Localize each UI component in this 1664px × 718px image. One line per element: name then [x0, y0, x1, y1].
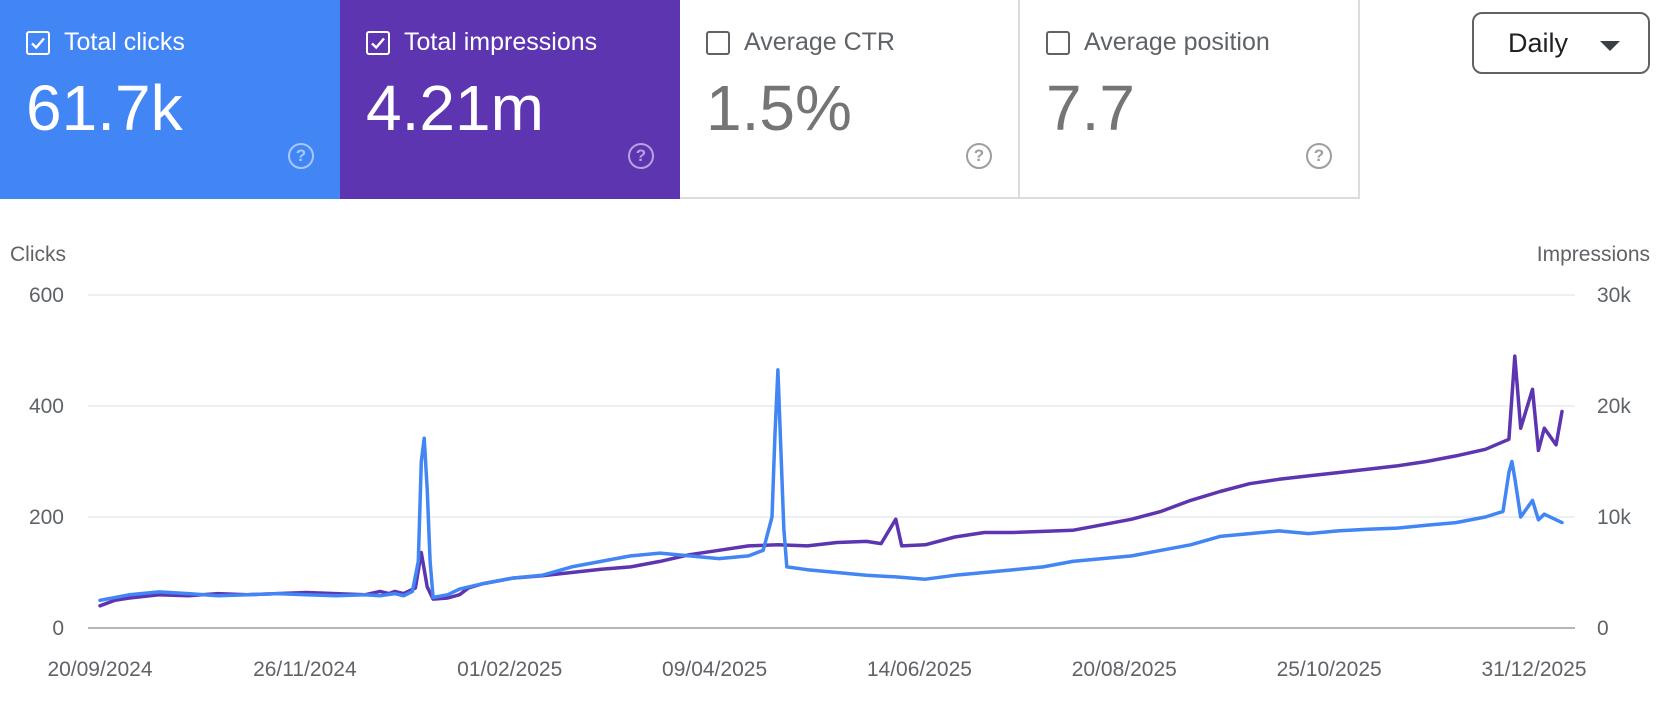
right-axis-ticks: 30k 20k 10k 0 [1597, 284, 1631, 640]
metric-value: 7.7 [1046, 72, 1135, 144]
series-line-clicks [98, 368, 1564, 603]
right-tick-label: 30k [1597, 284, 1631, 307]
left-tick-label: 0 [52, 617, 64, 640]
left-axis-ticks: 600 400 200 0 [29, 284, 64, 640]
x-tick-label: 25/10/2025 [1277, 658, 1382, 681]
granularity-dropdown[interactable]: Daily [1472, 12, 1650, 74]
metric-card-total-impressions[interactable]: Total impressions 4.21m ? [340, 0, 680, 199]
metric-label: Average CTR [744, 28, 895, 56]
metric-card-average-position[interactable]: Average position 7.7 ? [1020, 0, 1360, 199]
metric-value: 1.5% [706, 72, 852, 144]
performance-chart: Clicks Impressions 600 400 200 0 30k 20k 10k 0… [10, 243, 1650, 681]
x-tick-label: 14/06/2025 [867, 658, 972, 681]
metric-label: Total clicks [64, 28, 185, 56]
x-tick-label: 31/12/2025 [1481, 658, 1586, 681]
metric-label: Total impressions [404, 28, 598, 56]
chevron-down-icon [1600, 41, 1620, 51]
checkbox-unchecked-icon[interactable] [706, 30, 730, 55]
metric-card-average-ctr[interactable]: Average CTR 1.5% ? [680, 0, 1020, 199]
checkbox-unchecked-icon[interactable] [1046, 30, 1070, 55]
left-tick-label: 600 [29, 284, 64, 307]
x-tick-label: 09/04/2025 [662, 658, 767, 681]
metric-header: Total clicks [26, 28, 185, 57]
metric-header: Average CTR [706, 28, 895, 57]
x-tick-label: 20/09/2024 [47, 658, 152, 681]
x-tick-label: 20/08/2025 [1072, 658, 1177, 681]
help-icon[interactable]: ? [966, 143, 992, 169]
left-tick-label: 400 [29, 395, 64, 418]
right-axis-title: Impressions [1537, 243, 1650, 266]
metric-value: 4.21m [366, 72, 544, 144]
help-icon[interactable]: ? [288, 143, 314, 169]
x-tick-label: 01/02/2025 [457, 658, 562, 681]
right-tick-label: 10k [1597, 506, 1631, 529]
metric-header: Average position [1046, 28, 1270, 57]
metric-cards: Total clicks 61.7k ? Total impressions 4… [0, 0, 1360, 199]
metric-value: 61.7k [26, 72, 183, 144]
checkbox-checked-icon[interactable] [366, 30, 390, 55]
help-icon[interactable]: ? [628, 143, 654, 169]
checkbox-checked-icon[interactable] [26, 30, 50, 55]
left-axis-title: Clicks [10, 243, 66, 266]
grid-lines [88, 294, 1575, 629]
x-axis-ticks: 20/09/2024 26/11/2024 01/02/2025 09/04/2025… [47, 658, 1586, 681]
metric-label: Average position [1084, 28, 1270, 56]
help-icon[interactable]: ? [1306, 143, 1332, 169]
granularity-selected: Daily [1508, 27, 1569, 58]
x-tick-label: 26/11/2024 [253, 658, 357, 681]
series-lines [98, 354, 1564, 608]
right-tick-label: 20k [1597, 395, 1631, 418]
metric-header: Total impressions [366, 28, 597, 57]
metric-card-total-clicks[interactable]: Total clicks 61.7k ? [0, 0, 340, 199]
series-line-impressions [98, 354, 1564, 608]
right-tick-label: 0 [1597, 617, 1609, 640]
left-tick-label: 200 [29, 506, 64, 529]
